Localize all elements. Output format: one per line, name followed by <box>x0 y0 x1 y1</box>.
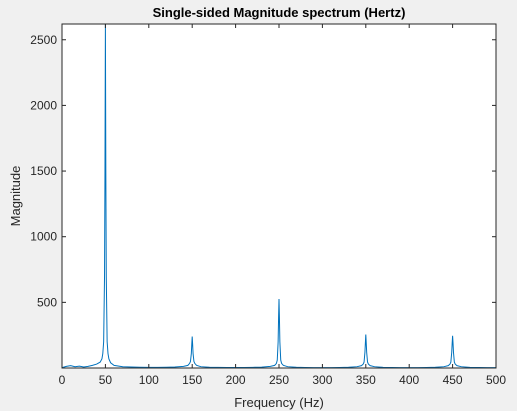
x-tick-label: 200 <box>226 373 246 387</box>
x-axis-label: Frequency (Hz) <box>234 395 324 410</box>
y-tick-label: 1500 <box>30 164 57 178</box>
spectrum-line-0 <box>61 23 496 369</box>
x-tick-label: 250 <box>269 373 289 387</box>
series-layer <box>61 23 496 369</box>
x-tick-label: 400 <box>399 373 419 387</box>
y-tick-label: 2000 <box>30 98 57 112</box>
y-axis-ticks: 500 1000 1500 2000 2500 <box>30 33 496 309</box>
x-tick-label: 0 <box>59 373 66 387</box>
y-tick-label: 2500 <box>30 33 57 47</box>
x-axis-ticks: 0 50 100 150 200 250 300 350 400 450 500 <box>59 24 506 387</box>
x-tick-label: 450 <box>443 373 463 387</box>
x-tick-label: 100 <box>139 373 159 387</box>
x-tick-label: 350 <box>356 373 376 387</box>
x-tick-label: 500 <box>486 373 506 387</box>
x-tick-label: 300 <box>312 373 332 387</box>
y-tick-label: 1000 <box>30 230 57 244</box>
y-axis-label: Magnitude <box>8 166 23 227</box>
x-tick-label: 50 <box>99 373 113 387</box>
x-tick-label: 150 <box>182 373 202 387</box>
chart-title: Single-sided Magnitude spectrum (Hertz) <box>153 5 406 20</box>
y-tick-label: 500 <box>37 295 57 309</box>
